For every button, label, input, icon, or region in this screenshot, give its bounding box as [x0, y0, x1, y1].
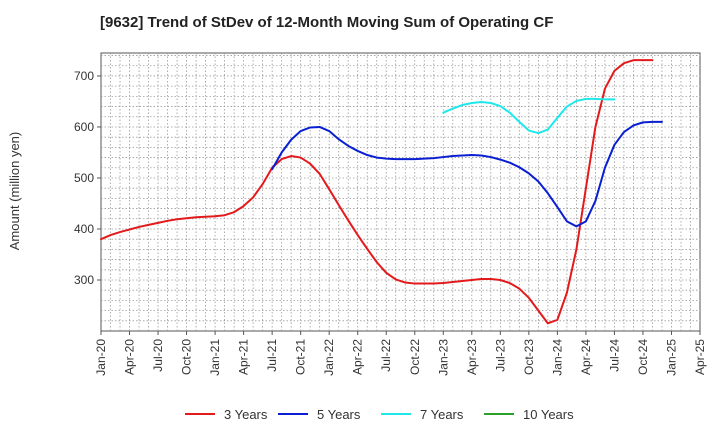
x-tick-label: Apr-21 — [237, 339, 251, 375]
x-tick-label: Jul-22 — [379, 339, 393, 372]
plot-area — [100, 52, 701, 332]
x-tick-label: Jan-20 — [94, 339, 108, 376]
y-axis-label: Amount (million yen) — [7, 132, 22, 251]
x-tick-label: Jan-23 — [436, 339, 450, 376]
series-line-5-years — [271, 120, 663, 228]
x-tick-label: Apr-25 — [693, 339, 707, 375]
legend-label: 10 Years — [523, 407, 574, 422]
legend-label: 5 Years — [317, 407, 361, 422]
x-tick-label: Oct-22 — [408, 339, 422, 375]
x-tick-label: Jan-25 — [664, 339, 678, 376]
x-tick-label: Oct-20 — [180, 339, 194, 375]
series-layer — [100, 59, 663, 325]
y-tick-label: 600 — [74, 120, 94, 134]
x-tick-label: Oct-21 — [294, 339, 308, 375]
x-tick-label: Jan-22 — [322, 339, 336, 376]
gridlines — [101, 53, 700, 331]
x-tick-label: Oct-24 — [636, 339, 650, 375]
x-tick-label: Apr-20 — [123, 339, 137, 375]
x-tick-label: Jan-21 — [208, 339, 222, 376]
chart-title: [9632] Trend of StDev of 12-Month Moving… — [100, 14, 553, 31]
x-tick-label: Jul-24 — [607, 339, 621, 372]
y-axis-ticks: 300 400 500 600 700 — [74, 69, 101, 287]
x-tick-label: Oct-23 — [522, 339, 536, 375]
x-tick-label: Jul-20 — [151, 339, 165, 372]
y-tick-label: 300 — [74, 273, 94, 287]
legend-item-3-years: 3 Years — [185, 407, 268, 422]
x-tick-label: Apr-23 — [465, 339, 479, 375]
x-tick-label: Jul-21 — [265, 339, 279, 372]
legend-item-7-years: 7 Years — [381, 407, 464, 422]
plot-frame — [100, 52, 701, 332]
y-tick-label: 500 — [74, 171, 94, 185]
legend-label: 3 Years — [224, 407, 268, 422]
x-tick-label: Apr-22 — [351, 339, 365, 375]
x-tick-label: Apr-24 — [579, 339, 593, 375]
x-axis-ticks: Jan-20 Apr-20 Jul-20 Oct-20 Jan-21 Apr-21 Jul-… — [94, 331, 707, 376]
legend-label: 7 Years — [420, 407, 464, 422]
series-line-7-years — [442, 97, 616, 135]
x-tick-label: Jul-23 — [493, 339, 507, 372]
legend-item-10-years: 10 Years — [484, 407, 574, 422]
series-line-3-years — [100, 59, 654, 325]
y-tick-label: 400 — [74, 222, 94, 236]
legend-item-5-years: 5 Years — [278, 407, 361, 422]
y-tick-label: 700 — [74, 69, 94, 83]
x-tick-label: Jan-24 — [550, 339, 564, 376]
legend: 3 Years 5 Years 7 Years 10 Years — [185, 407, 574, 422]
